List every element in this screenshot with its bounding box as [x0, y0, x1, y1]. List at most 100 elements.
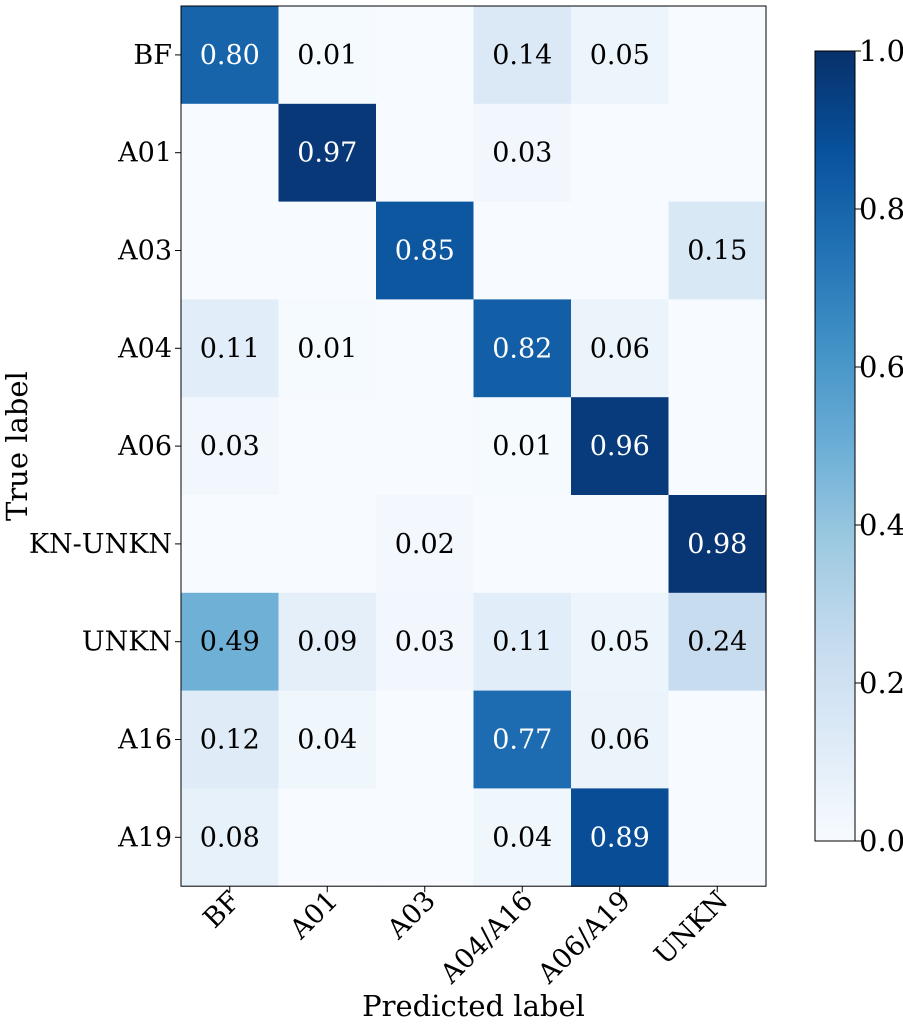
heatmap-cell: [181, 299, 280, 398]
colorbar-tick-label: 0.2: [859, 666, 903, 700]
cell-value-label: 0.01: [297, 333, 357, 364]
cell-value-label: 0.03: [395, 627, 455, 658]
heatmap-cell: [181, 6, 280, 105]
y-tick-label: A03: [117, 236, 172, 267]
colorbar-tick-label: 1.0: [859, 34, 903, 68]
cell-value-label: 0.09: [297, 627, 357, 658]
cell-value-label: 0.96: [590, 431, 650, 462]
cell-value-label: 0.97: [297, 138, 357, 169]
y-tick-label: A01: [117, 138, 172, 169]
heatmap-cell: [181, 103, 280, 203]
heatmap-cell: [278, 397, 377, 496]
cell-value-label: 0.03: [492, 138, 552, 169]
cell-value-label: 0.11: [492, 627, 552, 658]
heatmap-cell: [278, 690, 377, 789]
y-tick-label: KN-UNKN: [29, 529, 172, 560]
heatmap-cell: [668, 6, 767, 105]
x-tick-label: A04/A16: [434, 885, 539, 990]
cell-value-label: 0.24: [687, 627, 747, 658]
heatmap-cell: [668, 592, 767, 692]
heatmap-cell: [473, 103, 572, 203]
cell-value-label: 0.98: [687, 529, 747, 560]
heatmap-cell: [278, 495, 377, 594]
cell-value-label: 0.02: [395, 529, 455, 560]
x-tick-label: A06/A19: [531, 885, 636, 990]
cell-value-label: 0.08: [200, 822, 260, 853]
colorbar-ticks: 0.0 0.2 0.4 0.6 0.8 1.0: [855, 34, 903, 858]
heatmap-cell: [473, 788, 572, 887]
heatmap-cell: [571, 299, 670, 398]
y-axis-ticks: BF A01 A03 A04 A06 KN-UNKN UNKN A16 A19: [29, 40, 181, 853]
heatmap-cell: [668, 495, 767, 594]
heatmap-cell: [668, 788, 767, 887]
cell-value-label: 0.04: [492, 822, 552, 853]
x-tick-label: A01: [283, 885, 344, 946]
heatmap-cell: [668, 397, 767, 496]
colorbar-tick-label: 0.4: [859, 508, 903, 542]
cell-value-label: 0.03: [200, 431, 260, 462]
cell-value-label: 0.82: [492, 333, 552, 364]
heatmap-cell: [571, 592, 670, 692]
heatmap-cell: [181, 201, 280, 300]
cell-value-label: 0.14: [492, 40, 552, 71]
heatmap-cell: [376, 788, 475, 887]
heatmap-cell: [473, 201, 572, 300]
x-tick-label: BF: [198, 885, 247, 934]
heatmap-cell: [473, 495, 572, 594]
cell-value-label: 0.12: [200, 725, 260, 756]
heatmap-cell: [376, 592, 475, 692]
heatmap-cell: [473, 6, 572, 105]
y-tick-label: A04: [117, 333, 172, 364]
heatmap-cell: [571, 397, 670, 496]
heatmap-cell: [376, 299, 475, 398]
colorbar-tick-label: 0.8: [859, 192, 903, 226]
heatmap-cell: [181, 690, 280, 789]
y-axis-title: True label: [0, 371, 34, 521]
heatmap-cell: [473, 397, 572, 496]
heatmap-cell: [181, 592, 280, 692]
cell-value-label: 0.89: [590, 822, 650, 853]
heatmap-cell: [376, 201, 475, 300]
cell-value-label: 0.05: [590, 40, 650, 71]
y-tick-label: UNKN: [82, 627, 172, 658]
cell-value-label: 0.04: [297, 725, 357, 756]
x-tick-label: A03: [381, 885, 442, 946]
heatmap-cell: [278, 103, 377, 203]
heatmap-cell: [376, 103, 475, 203]
cell-value-label: 0.15: [687, 236, 747, 267]
heatmap-cells: [181, 6, 767, 887]
cell-value-label: 0.01: [297, 40, 357, 71]
heatmap-cell: [278, 788, 377, 887]
heatmap-cell: [181, 788, 280, 887]
y-tick-label: A06: [117, 431, 172, 462]
y-tick-label: A16: [117, 725, 172, 756]
cell-value-label: 0.05: [590, 627, 650, 658]
x-tick-label: UNKN: [649, 885, 735, 971]
cell-value-label: 0.06: [590, 725, 650, 756]
heatmap-cell: [571, 788, 670, 887]
heatmap-cell: [376, 6, 475, 105]
y-tick-label: A19: [117, 822, 172, 853]
heatmap-cell: [571, 495, 670, 594]
heatmap-cell: [668, 201, 767, 300]
heatmap-cell: [473, 690, 572, 789]
cell-value-label: 0.49: [200, 627, 260, 658]
heatmap-cell: [571, 6, 670, 105]
colorbar-tick-label: 0.6: [859, 350, 903, 384]
heatmap-cell: [278, 299, 377, 398]
cell-value-label: 0.85: [395, 236, 455, 267]
heatmap-cell-labels: 0.80 0.01 0.14 0.05 0.97 0.03 0.85 0.15 0.11 0.01…: [200, 40, 748, 853]
heatmap-cell: [376, 690, 475, 789]
heatmap-cell: [278, 592, 377, 692]
cell-value-label: 0.01: [492, 431, 552, 462]
heatmap-cell: [668, 690, 767, 789]
heatmap-cell: [571, 201, 670, 300]
cell-value-label: 0.11: [200, 333, 260, 364]
heatmap-cell: [668, 299, 767, 398]
heatmap-cell: [376, 495, 475, 594]
colorbar: [814, 50, 856, 842]
heatmap-cell: [473, 299, 572, 398]
colorbar-tick-label: 0.0: [859, 824, 903, 858]
